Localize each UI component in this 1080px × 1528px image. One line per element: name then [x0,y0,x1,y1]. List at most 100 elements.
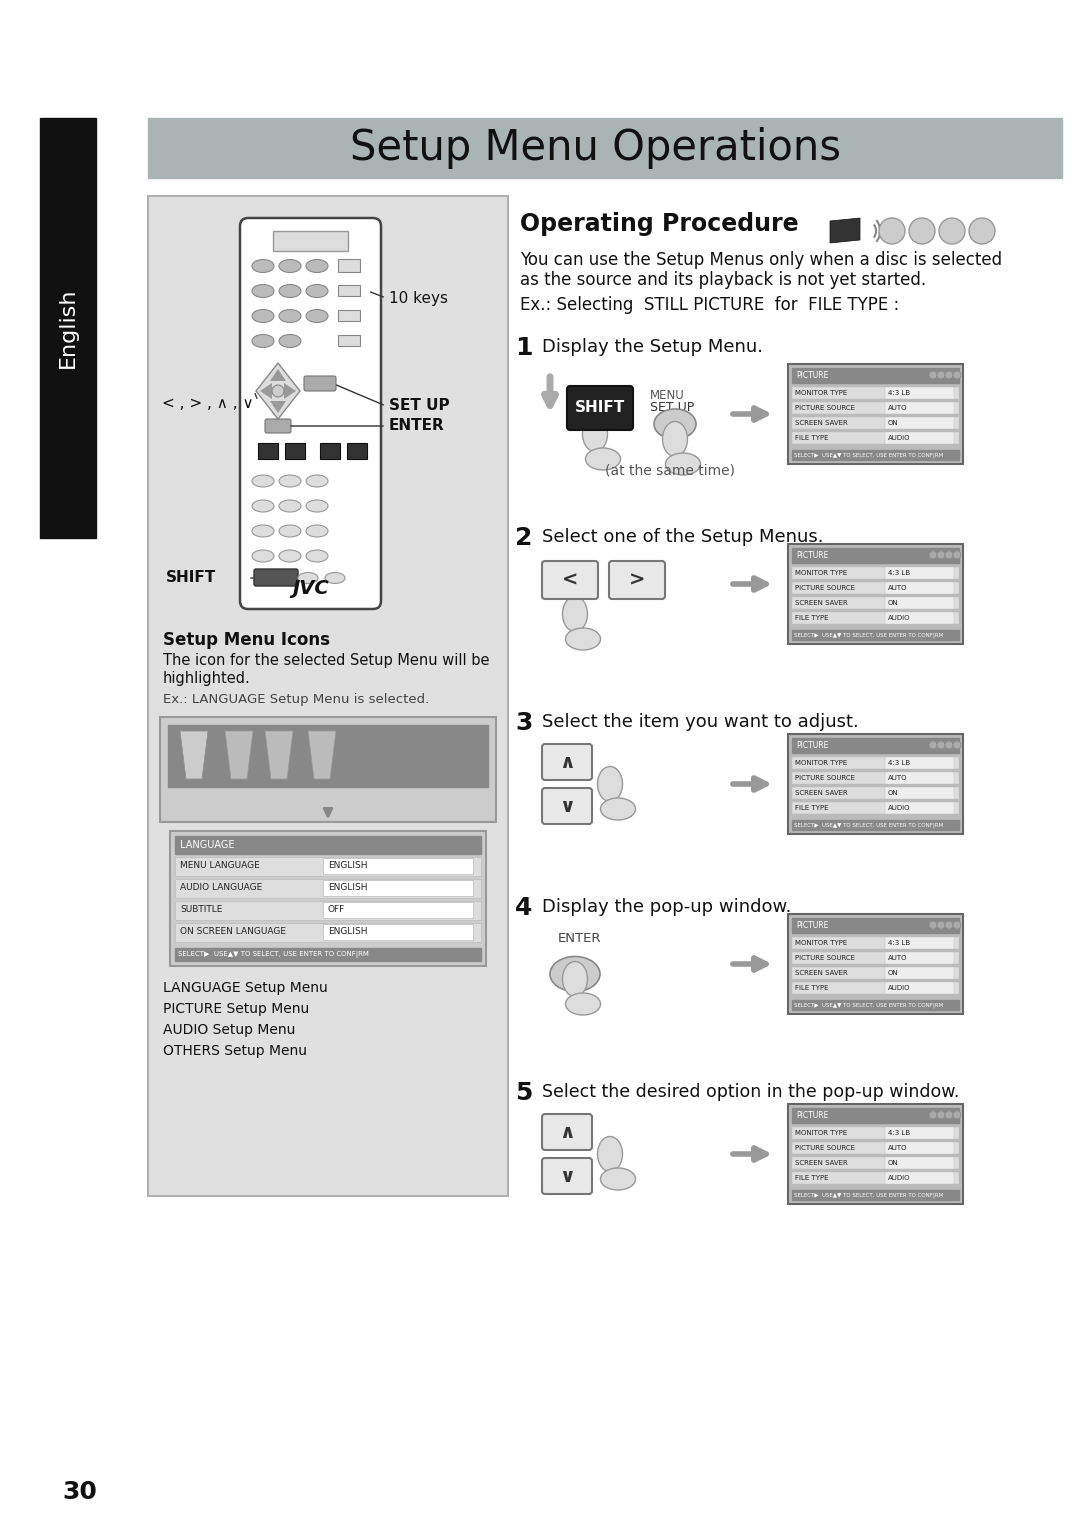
Text: <: < [562,570,578,590]
Text: 3: 3 [515,711,532,735]
Bar [885,387,954,399]
Ellipse shape [566,993,600,1015]
Ellipse shape [279,475,301,487]
Circle shape [969,219,995,244]
Ellipse shape [306,310,328,322]
Bar [175,902,481,920]
Ellipse shape [252,526,274,536]
Text: ON: ON [888,970,899,976]
FancyBboxPatch shape [567,387,633,429]
FancyBboxPatch shape [265,419,291,432]
Ellipse shape [279,526,301,536]
Polygon shape [265,730,293,779]
Circle shape [929,1111,937,1118]
Circle shape [929,921,937,929]
Circle shape [929,741,937,749]
Polygon shape [308,730,336,779]
FancyBboxPatch shape [240,219,381,610]
Text: as the source and its playback is not yet started.: as the source and its playback is not ye… [519,270,927,289]
Text: PICTURE SOURCE: PICTURE SOURCE [795,955,855,961]
Text: < , > , ∧ , ∨: < , > , ∧ , ∨ [162,396,254,411]
Circle shape [937,921,945,929]
Bar [792,1108,959,1123]
Text: 4:3 LB: 4:3 LB [888,759,910,766]
Text: PICTURE: PICTURE [796,552,828,561]
Bar [792,821,959,830]
Bar [792,999,959,1010]
Bar [792,630,959,640]
Text: FILE TYPE: FILE TYPE [795,986,828,992]
FancyBboxPatch shape [542,1114,592,1151]
Text: OTHERS Setup Menu: OTHERS Setup Menu [163,1044,307,1057]
Text: PICTURE SOURCE: PICTURE SOURCE [795,585,855,591]
Polygon shape [180,730,208,779]
Bar [885,802,954,814]
Text: SUBTITLE: SUBTITLE [180,906,222,914]
Text: English: English [58,287,78,368]
Bar [338,310,360,321]
Bar [792,1157,959,1169]
Bar [175,923,481,941]
Text: 30: 30 [62,1481,97,1504]
Text: Select the desired option in the pop-up window.: Select the desired option in the pop-up … [542,1083,959,1102]
Text: You can use the Setup Menus only when a disc is selected: You can use the Setup Menus only when a … [519,251,1002,269]
Ellipse shape [298,573,318,584]
Bar [885,597,954,610]
Text: MONITOR TYPE: MONITOR TYPE [795,390,847,396]
Ellipse shape [654,410,696,439]
Text: SET UP: SET UP [650,400,694,414]
Text: SELECT▶  USE▲▼ TO SELECT, USE ENTER TO CONF|RM: SELECT▶ USE▲▼ TO SELECT, USE ENTER TO CO… [794,633,943,637]
Circle shape [953,921,961,929]
Bar [885,417,954,429]
Circle shape [937,552,945,559]
Text: SCREEN SAVER: SCREEN SAVER [795,420,848,426]
Text: FILE TYPE: FILE TYPE [795,614,828,620]
Text: PICTURE SOURCE: PICTURE SOURCE [795,1144,855,1151]
Text: 1: 1 [515,336,532,361]
Text: ENTER: ENTER [558,932,602,944]
Text: PICTURE: PICTURE [796,921,828,931]
Bar [792,802,959,814]
Ellipse shape [252,310,274,322]
Bar [273,231,348,251]
Text: The icon for the selected Setup Menu will be: The icon for the selected Setup Menu wil… [163,652,489,668]
FancyBboxPatch shape [542,561,598,599]
Ellipse shape [600,798,635,821]
Bar [323,902,473,918]
Text: SELECT▶  USE▲▼ TO SELECT, USE ENTER TO CONF|RM: SELECT▶ USE▲▼ TO SELECT, USE ENTER TO CO… [794,452,943,458]
Text: ON SCREEN LANGUAGE: ON SCREEN LANGUAGE [180,927,286,937]
Ellipse shape [325,573,345,584]
Text: JVC: JVC [293,579,328,599]
Text: ∨: ∨ [559,1166,575,1186]
Text: PICTURE: PICTURE [796,741,828,750]
Text: SCREEN SAVER: SCREEN SAVER [795,970,848,976]
Bar [792,451,959,460]
FancyBboxPatch shape [542,788,592,824]
FancyArrowPatch shape [732,958,766,970]
Text: MONITOR TYPE: MONITOR TYPE [795,1131,847,1135]
FancyArrowPatch shape [732,408,766,420]
Polygon shape [180,730,208,779]
Bar [792,597,959,610]
Bar [338,260,360,272]
Text: SCREEN SAVER: SCREEN SAVER [795,601,848,607]
Bar [792,756,959,769]
Ellipse shape [279,284,301,298]
Bar [885,432,954,445]
Text: ON: ON [888,1160,899,1166]
Text: 4:3 LB: 4:3 LB [888,1131,910,1135]
FancyBboxPatch shape [609,561,665,599]
Text: PICTURE SOURCE: PICTURE SOURCE [795,775,855,781]
Ellipse shape [306,526,328,536]
Text: ON: ON [888,790,899,796]
Text: SELECT▶  USE▲▼ TO SELECT, USE ENTER TO CONF|RM: SELECT▶ USE▲▼ TO SELECT, USE ENTER TO CO… [794,1002,943,1008]
Bar [885,787,954,799]
Polygon shape [260,384,272,399]
Circle shape [945,371,953,379]
Text: ENGLISH: ENGLISH [328,927,367,937]
Text: Display the Setup Menu.: Display the Setup Menu. [542,338,762,356]
Bar [175,947,481,961]
Text: 10 keys: 10 keys [389,290,448,306]
Text: Select the item you want to adjust.: Select the item you want to adjust. [542,714,859,730]
Circle shape [945,552,953,559]
